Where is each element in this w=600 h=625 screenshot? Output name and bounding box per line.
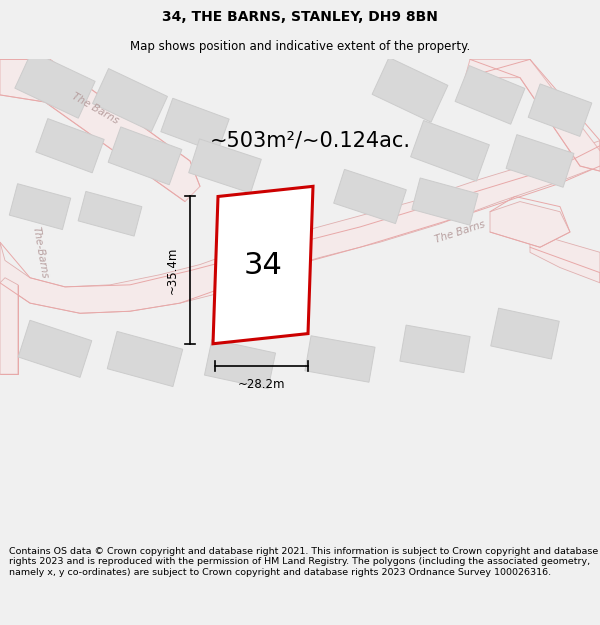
- Text: The Barns: The Barns: [434, 219, 487, 245]
- Bar: [161, 98, 229, 152]
- Polygon shape: [530, 232, 600, 282]
- Polygon shape: [213, 186, 313, 344]
- Bar: [506, 134, 574, 188]
- Bar: [205, 339, 275, 389]
- Bar: [78, 191, 142, 236]
- Bar: [410, 121, 490, 181]
- Polygon shape: [0, 59, 200, 201]
- Bar: [92, 69, 167, 131]
- Polygon shape: [0, 278, 18, 374]
- Polygon shape: [490, 201, 570, 248]
- Bar: [9, 184, 71, 229]
- Bar: [107, 331, 183, 386]
- Bar: [36, 119, 104, 173]
- Text: ~35.4m: ~35.4m: [166, 246, 179, 294]
- Text: ~503m²/~0.124ac.: ~503m²/~0.124ac.: [209, 131, 410, 151]
- Bar: [528, 84, 592, 136]
- Bar: [188, 139, 262, 193]
- Bar: [18, 320, 92, 378]
- Text: the Barns: the Barns: [228, 282, 282, 299]
- Text: The Barns: The Barns: [70, 91, 120, 126]
- Bar: [455, 66, 525, 124]
- Bar: [491, 308, 559, 359]
- Bar: [305, 336, 375, 382]
- Text: Contains OS data © Crown copyright and database right 2021. This information is : Contains OS data © Crown copyright and d…: [9, 547, 598, 577]
- Polygon shape: [465, 59, 600, 171]
- Bar: [108, 127, 182, 185]
- Bar: [400, 325, 470, 372]
- Text: 34: 34: [244, 251, 283, 279]
- Bar: [372, 58, 448, 122]
- Polygon shape: [0, 141, 600, 313]
- Bar: [15, 51, 95, 118]
- Text: ~28.2m: ~28.2m: [238, 378, 285, 391]
- Bar: [412, 178, 478, 225]
- Text: The-Barns: The-Barns: [31, 226, 50, 279]
- Text: 34, THE BARNS, STANLEY, DH9 8BN: 34, THE BARNS, STANLEY, DH9 8BN: [162, 9, 438, 24]
- Bar: [334, 169, 406, 224]
- Text: Map shows position and indicative extent of the property.: Map shows position and indicative extent…: [130, 40, 470, 52]
